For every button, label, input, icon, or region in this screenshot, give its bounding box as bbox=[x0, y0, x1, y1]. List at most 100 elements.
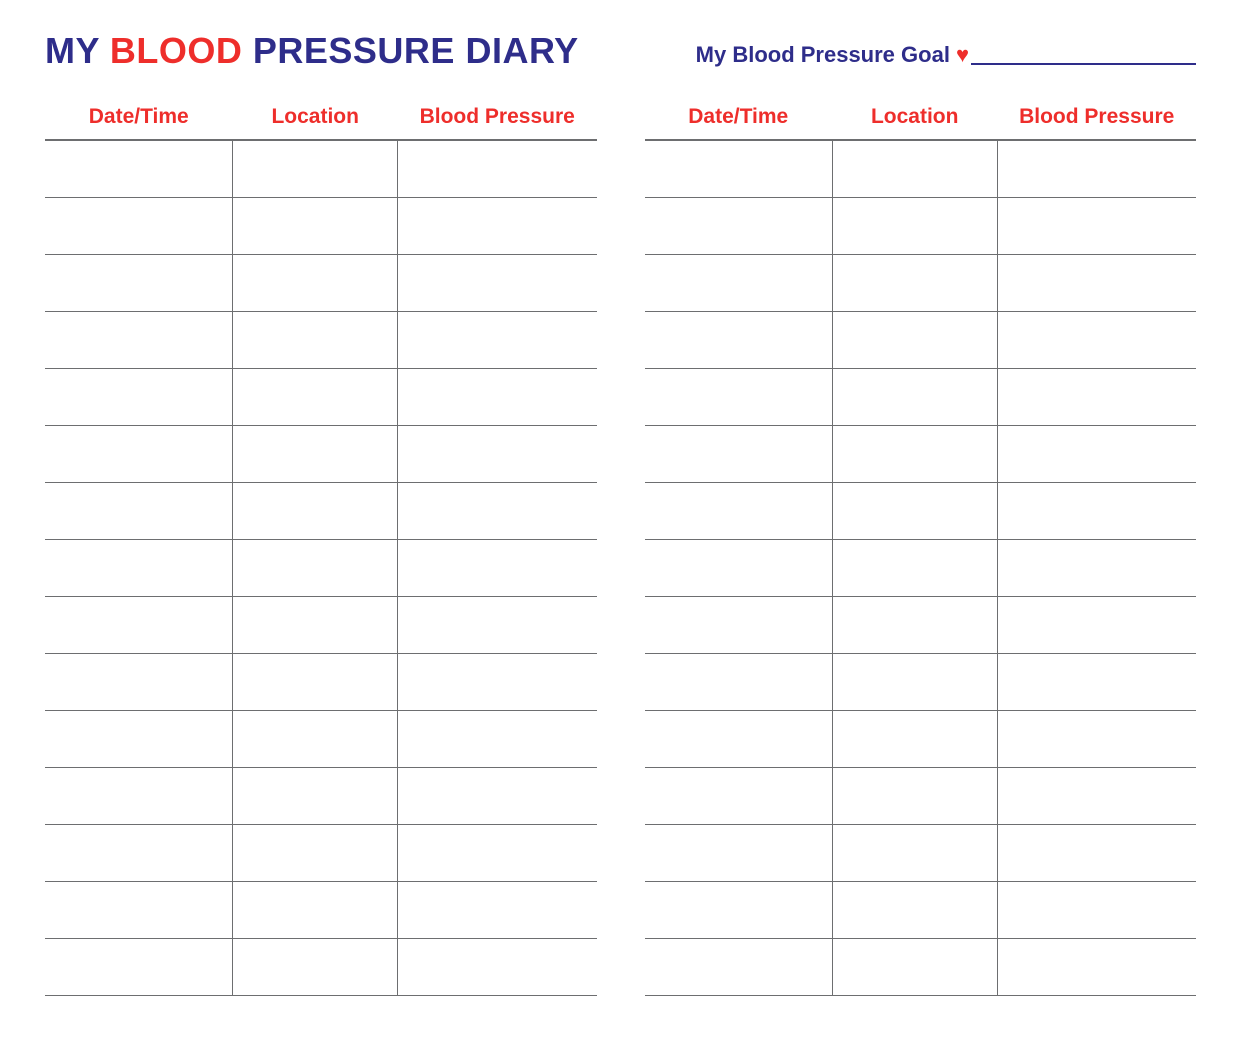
table-row bbox=[45, 824, 597, 881]
table-cell[interactable] bbox=[645, 368, 833, 425]
table-cell[interactable] bbox=[45, 824, 233, 881]
table-cell[interactable] bbox=[645, 938, 833, 995]
goal-input-line[interactable] bbox=[971, 45, 1196, 65]
table-cell[interactable] bbox=[233, 254, 398, 311]
table-cell[interactable] bbox=[45, 596, 233, 653]
table-cell[interactable] bbox=[398, 254, 597, 311]
table-cell[interactable] bbox=[832, 197, 997, 254]
table-cell[interactable] bbox=[45, 539, 233, 596]
table-cell[interactable] bbox=[997, 767, 1196, 824]
table-cell[interactable] bbox=[645, 254, 833, 311]
table-cell[interactable] bbox=[398, 197, 597, 254]
table-cell[interactable] bbox=[832, 824, 997, 881]
table-cell[interactable] bbox=[233, 539, 398, 596]
table-cell[interactable] bbox=[997, 254, 1196, 311]
table-cell[interactable] bbox=[832, 425, 997, 482]
table-cell[interactable] bbox=[398, 311, 597, 368]
table-cell[interactable] bbox=[645, 197, 833, 254]
table-cell[interactable] bbox=[997, 140, 1196, 197]
table-cell[interactable] bbox=[398, 653, 597, 710]
table-cell[interactable] bbox=[398, 824, 597, 881]
table-cell[interactable] bbox=[645, 539, 833, 596]
bp-table-left: Date/Time Location Blood Pressure bbox=[45, 97, 597, 996]
table-cell[interactable] bbox=[398, 140, 597, 197]
table-cell[interactable] bbox=[645, 596, 833, 653]
table-cell[interactable] bbox=[233, 653, 398, 710]
table-cell[interactable] bbox=[645, 767, 833, 824]
table-cell[interactable] bbox=[398, 482, 597, 539]
table-cell[interactable] bbox=[832, 938, 997, 995]
table-cell[interactable] bbox=[997, 938, 1196, 995]
table-cell[interactable] bbox=[233, 596, 398, 653]
table-cell[interactable] bbox=[45, 653, 233, 710]
table-cell[interactable] bbox=[398, 425, 597, 482]
table-cell[interactable] bbox=[832, 767, 997, 824]
table-cell[interactable] bbox=[997, 425, 1196, 482]
table-cell[interactable] bbox=[233, 197, 398, 254]
table-cell[interactable] bbox=[233, 311, 398, 368]
table-cell[interactable] bbox=[997, 539, 1196, 596]
table-cell[interactable] bbox=[832, 539, 997, 596]
table-cell[interactable] bbox=[398, 767, 597, 824]
table-cell[interactable] bbox=[398, 368, 597, 425]
table-cell[interactable] bbox=[832, 140, 997, 197]
table-cell[interactable] bbox=[233, 482, 398, 539]
table-cell[interactable] bbox=[645, 311, 833, 368]
table-cell[interactable] bbox=[45, 197, 233, 254]
table-cell[interactable] bbox=[233, 710, 398, 767]
table-cell[interactable] bbox=[45, 938, 233, 995]
table-cell[interactable] bbox=[832, 881, 997, 938]
table-cell[interactable] bbox=[997, 197, 1196, 254]
table-cell[interactable] bbox=[997, 368, 1196, 425]
table-cell[interactable] bbox=[832, 653, 997, 710]
table-cell[interactable] bbox=[645, 881, 833, 938]
table-cell[interactable] bbox=[233, 767, 398, 824]
table-cell[interactable] bbox=[45, 140, 233, 197]
table-cell[interactable] bbox=[645, 425, 833, 482]
table-cell[interactable] bbox=[233, 824, 398, 881]
table-cell[interactable] bbox=[997, 482, 1196, 539]
table-cell[interactable] bbox=[45, 710, 233, 767]
table-cell[interactable] bbox=[45, 482, 233, 539]
table-cell[interactable] bbox=[997, 710, 1196, 767]
table-cell[interactable] bbox=[233, 938, 398, 995]
table-cell[interactable] bbox=[233, 140, 398, 197]
table-cell[interactable] bbox=[398, 539, 597, 596]
col-header-bloodpressure: Blood Pressure bbox=[398, 97, 597, 140]
table-cell[interactable] bbox=[398, 938, 597, 995]
table-cell[interactable] bbox=[832, 254, 997, 311]
table-cell[interactable] bbox=[45, 368, 233, 425]
table-cell[interactable] bbox=[233, 881, 398, 938]
table-cell[interactable] bbox=[45, 767, 233, 824]
table-cell[interactable] bbox=[645, 482, 833, 539]
table-cell[interactable] bbox=[832, 482, 997, 539]
table-row bbox=[645, 824, 1197, 881]
table-cell[interactable] bbox=[645, 824, 833, 881]
table-cell[interactable] bbox=[997, 596, 1196, 653]
table-cell[interactable] bbox=[45, 881, 233, 938]
table-cell[interactable] bbox=[832, 368, 997, 425]
table-cell[interactable] bbox=[997, 824, 1196, 881]
table-cell[interactable] bbox=[45, 425, 233, 482]
table-cell[interactable] bbox=[645, 653, 833, 710]
table-cell[interactable] bbox=[398, 710, 597, 767]
table-cell[interactable] bbox=[997, 653, 1196, 710]
tables-container: Date/Time Location Blood Pressure Date/T… bbox=[45, 97, 1196, 996]
table-row bbox=[45, 425, 597, 482]
table-cell[interactable] bbox=[997, 311, 1196, 368]
table-cell[interactable] bbox=[398, 881, 597, 938]
table-cell[interactable] bbox=[832, 710, 997, 767]
table-cell[interactable] bbox=[233, 425, 398, 482]
table-cell[interactable] bbox=[233, 368, 398, 425]
goal-label: My Blood Pressure Goal bbox=[696, 42, 950, 68]
table-cell[interactable] bbox=[645, 140, 833, 197]
table-cell[interactable] bbox=[832, 596, 997, 653]
table-cell[interactable] bbox=[45, 254, 233, 311]
table-body-right bbox=[645, 140, 1197, 995]
table-cell[interactable] bbox=[45, 311, 233, 368]
table-cell[interactable] bbox=[997, 881, 1196, 938]
table-row bbox=[645, 653, 1197, 710]
table-cell[interactable] bbox=[398, 596, 597, 653]
table-cell[interactable] bbox=[645, 710, 833, 767]
table-cell[interactable] bbox=[832, 311, 997, 368]
